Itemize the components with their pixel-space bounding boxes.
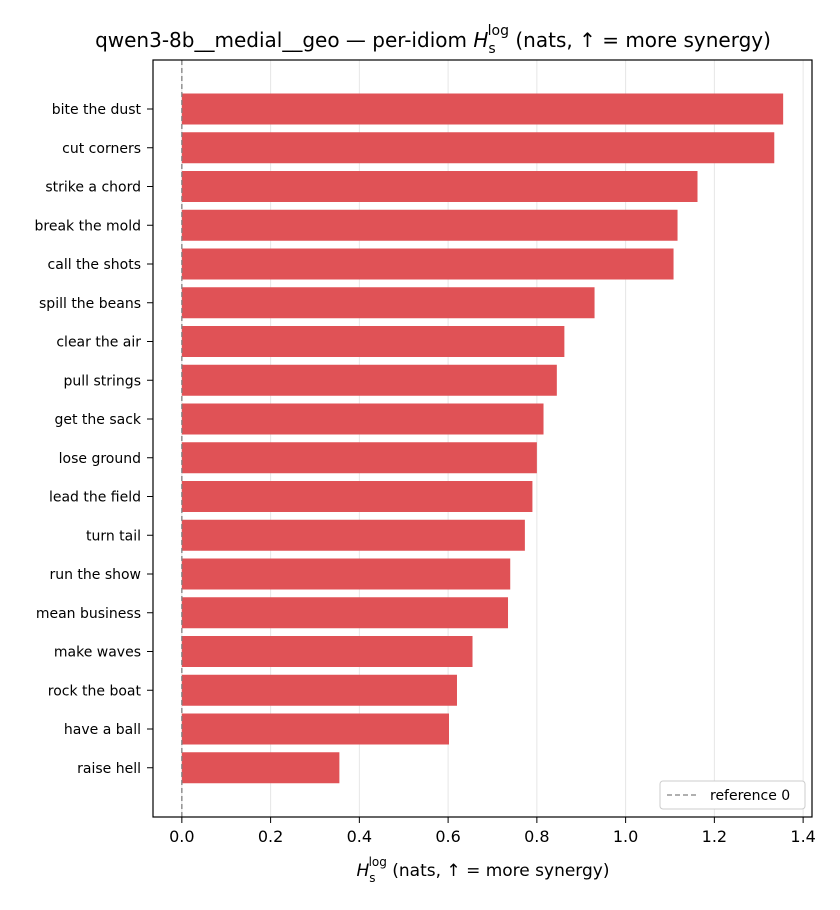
bar: [181, 713, 449, 745]
y-axis: bite the dust cut corners strike a chord br…: [35, 102, 153, 777]
bar: [181, 364, 557, 396]
bar: [181, 248, 674, 280]
legend-label: reference 0: [710, 788, 790, 804]
bar: [181, 519, 525, 551]
x-axis-label-sub: s: [369, 871, 375, 885]
x-tick-label: 0.2: [258, 827, 283, 846]
y-tick-label: strike a chord: [45, 180, 141, 196]
y-tick-label: have a ball: [64, 722, 141, 738]
y-tick-label: call the shots: [48, 257, 141, 273]
bars: [181, 93, 784, 784]
x-tick-label: 0.6: [435, 827, 460, 846]
y-tick-label: bite the dust: [52, 102, 142, 118]
y-tick-label: clear the air: [56, 335, 141, 351]
x-tick-label: 1.2: [702, 827, 727, 846]
bar: [181, 558, 511, 590]
bar: [181, 287, 595, 319]
x-tick-label: 1.0: [613, 827, 638, 846]
x-axis: 0.0 0.2 0.4 0.6 0.8 1.0 1.2 1.4: [169, 817, 816, 846]
legend: reference 0: [659, 780, 806, 810]
bar: [181, 597, 509, 629]
chart-title-prefix: qwen3-8b__medial__geo — per-idiom: [95, 28, 473, 52]
x-tick-label: 0.8: [524, 827, 549, 846]
x-tick-label: 0.4: [347, 827, 372, 846]
bar: [181, 481, 533, 512]
chart-title-sub: s: [488, 41, 495, 57]
y-tick-label: make waves: [54, 645, 141, 661]
bar: [181, 674, 457, 706]
x-axis-label-suffix: (nats, ↑ = more synergy): [387, 861, 610, 881]
x-tick-label: 0.0: [169, 827, 194, 846]
chart-title: qwen3-8b__medial__geo — per-idiom Hslog …: [95, 23, 771, 57]
plot-frame: [152, 59, 813, 818]
x-axis-label-symbol: H: [357, 861, 370, 881]
y-tick-label: break the mold: [35, 218, 142, 234]
bar: [181, 93, 784, 125]
x-axis-label-sup: log: [369, 855, 387, 869]
bar: [181, 132, 775, 164]
y-tick-label: pull strings: [64, 373, 141, 389]
bar: [181, 171, 698, 202]
y-tick-label: cut corners: [62, 141, 141, 157]
y-tick-label: mean business: [36, 606, 141, 622]
bar: [181, 752, 340, 784]
y-tick-label: lose ground: [59, 451, 141, 467]
bar: [181, 209, 678, 241]
y-tick-label: spill the beans: [39, 296, 141, 312]
y-tick-label: get the sack: [54, 412, 141, 428]
bar: [181, 326, 565, 357]
x-axis-label: Hs log (nats, ↑ = more synergy): [357, 855, 610, 885]
chart-title-sup: log: [488, 23, 509, 39]
x-tick-label: 1.4: [790, 827, 815, 846]
y-tick-label: rock the boat: [48, 683, 142, 699]
chart-title-symbol: H: [473, 28, 488, 52]
y-tick-label: raise hell: [77, 761, 141, 777]
y-tick-label: run the show: [49, 567, 141, 583]
y-tick-label: lead the field: [49, 490, 141, 506]
chart-title-suffix: (nats, ↑ = more synergy): [509, 28, 771, 52]
bar: [181, 442, 537, 474]
bar: [181, 403, 544, 435]
y-tick-label: turn tail: [86, 528, 141, 544]
legend-box: [659, 780, 806, 810]
bar: [181, 636, 473, 667]
